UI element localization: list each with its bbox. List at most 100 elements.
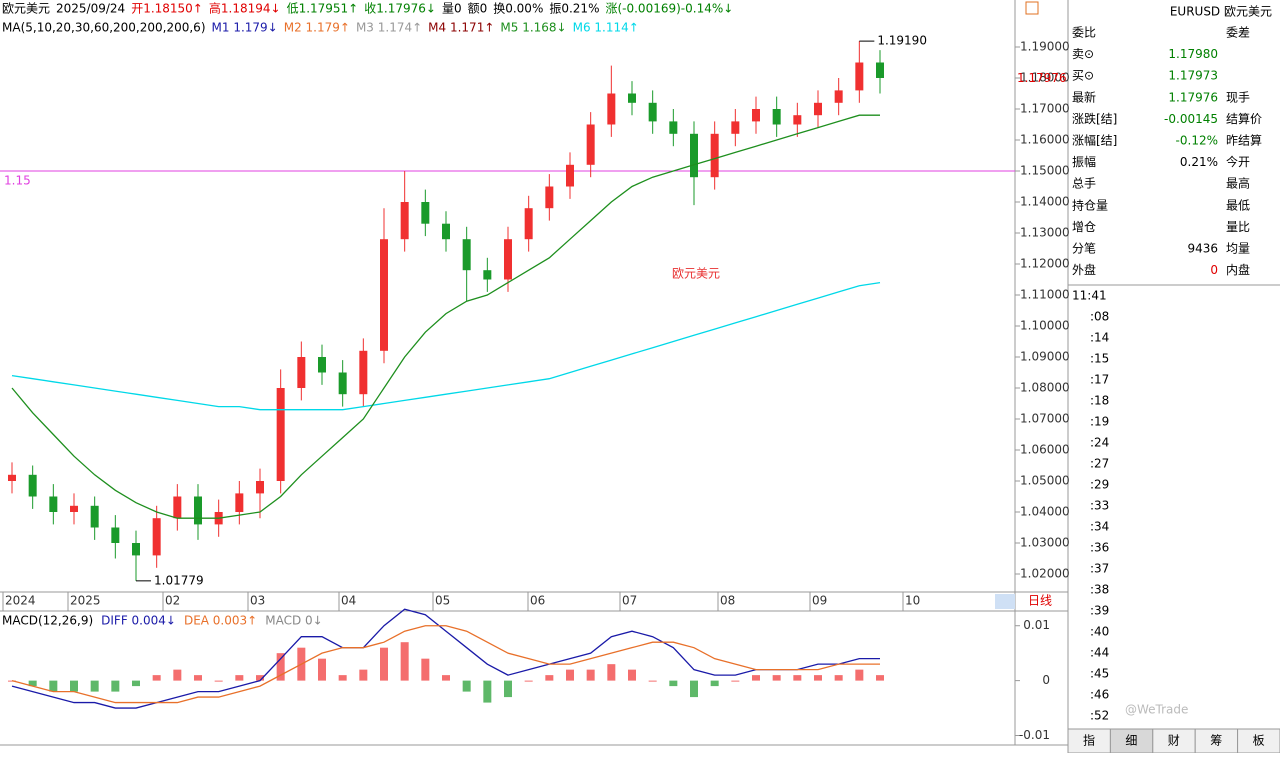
macd-bar	[173, 669, 182, 681]
month-label: 05	[435, 594, 450, 608]
tick-time: :14	[1090, 331, 1109, 345]
macd-bar	[586, 669, 595, 681]
macd-bar	[566, 669, 574, 681]
macd-tick-label: -0.01	[1019, 728, 1050, 742]
tick-time: :38	[1090, 583, 1109, 597]
tab[interactable]	[1194, 728, 1239, 754]
macd-bar	[752, 675, 760, 681]
macd-bar	[235, 675, 244, 681]
macd-bar	[545, 675, 554, 681]
row-label-2: 结算价	[1226, 111, 1262, 126]
row-label-2: 均量	[1226, 242, 1250, 256]
month-label: 2024	[5, 594, 36, 608]
y-tick-label: 1.03000	[1020, 536, 1070, 550]
candle-body	[607, 93, 616, 125]
candle-body	[111, 527, 120, 543]
header-field: M6 1.114↑	[573, 21, 639, 35]
macd-bar	[152, 675, 161, 681]
candle-body	[483, 270, 492, 280]
tick-time: 11:41	[1072, 289, 1107, 303]
tick-time: :34	[1090, 520, 1109, 534]
candle-body	[752, 109, 760, 122]
macd-bar	[28, 680, 37, 687]
row-label: 买⊙	[1072, 69, 1094, 83]
macd-bar	[628, 669, 636, 681]
row-label: 外盘	[1072, 262, 1096, 277]
header-field: M5 1.168↓	[500, 21, 566, 35]
macd-bar	[359, 669, 368, 681]
macd-bar	[111, 680, 120, 692]
header-field: M3 1.174↑	[356, 21, 422, 35]
y-tick-label: 1.16000	[1020, 133, 1070, 147]
last-price-label: 1.17976	[1017, 71, 1067, 85]
month-label: 06	[530, 594, 545, 608]
candle-body	[359, 350, 368, 395]
candle-body	[152, 518, 161, 556]
y-tick-label: 1.12000	[1020, 257, 1070, 271]
tab-label[interactable]: 筹	[1210, 734, 1222, 748]
tick-time: :17	[1090, 373, 1109, 387]
candle-body	[772, 109, 781, 125]
tick-time: :24	[1090, 436, 1109, 450]
tab[interactable]	[1237, 728, 1280, 754]
candle-body	[814, 102, 822, 116]
row-label: 持仓量	[1072, 197, 1108, 212]
month-label: 2025	[70, 594, 101, 608]
y-tick-label: 1.05000	[1020, 474, 1070, 488]
macd-bar	[710, 680, 719, 687]
candle-body	[793, 115, 802, 125]
row-label: 委比	[1072, 26, 1096, 40]
watermark: @WeTrade	[1125, 703, 1188, 717]
candle-body	[524, 208, 533, 240]
header-field: 涨(-0.00169)-0.14%↓	[605, 1, 733, 16]
y-tick-label: 1.13000	[1020, 226, 1070, 240]
macd-legend: DEA 0.003↑	[184, 614, 257, 628]
y-tick-label: 1.17000	[1020, 102, 1070, 116]
row-label-2: 最高	[1226, 176, 1250, 191]
row-value: -0.00145	[1164, 112, 1218, 126]
macd-bar	[318, 658, 326, 681]
row-value: 1.17973	[1168, 69, 1218, 83]
row-label-2: 内盘	[1226, 262, 1250, 277]
candle-body	[380, 239, 388, 351]
header-field: 低1.17951↑	[287, 2, 359, 16]
tab-label[interactable]: 指	[1083, 733, 1095, 748]
row-label-2: 昨结算	[1226, 133, 1262, 148]
tick-time: :45	[1090, 667, 1109, 681]
candle-body	[90, 505, 99, 528]
candle-body	[70, 505, 78, 512]
candle-body	[876, 62, 884, 78]
tab-label[interactable]: 细	[1125, 734, 1137, 748]
macd-bar	[276, 653, 285, 681]
candle-body	[669, 121, 678, 134]
tick-time: :19	[1090, 415, 1109, 429]
tab-label[interactable]: 板	[1253, 734, 1265, 748]
row-label: 最新	[1072, 89, 1096, 104]
macd-bar	[648, 680, 657, 682]
tick-time: :37	[1090, 562, 1109, 576]
candle-body	[442, 223, 450, 240]
row-label: 增仓	[1072, 220, 1096, 234]
panel-title: EURUSD 欧元美元	[1170, 5, 1272, 19]
candle-body	[194, 496, 202, 525]
month-label: 10	[905, 594, 920, 608]
tab[interactable]	[1067, 728, 1111, 754]
row-label-2: 现手	[1226, 90, 1250, 104]
header-field: M2 1.179↑	[284, 21, 350, 35]
scroll-button[interactable]	[995, 594, 1015, 609]
period-label[interactable]: 日线	[1028, 594, 1052, 608]
macd-bar	[214, 680, 223, 682]
candle-body	[628, 93, 636, 103]
high-label: 1.19190	[877, 34, 927, 48]
row-value: 0	[1210, 263, 1218, 277]
tick-time: :08	[1090, 310, 1109, 324]
header-field: 2025/09/24	[56, 2, 125, 16]
window-button[interactable]	[1025, 1, 1039, 15]
macd-bar	[793, 675, 802, 681]
macd-bar	[855, 669, 864, 681]
macd-bar	[132, 680, 140, 687]
candle-body	[504, 239, 512, 280]
row-label-2: 量比	[1226, 220, 1250, 234]
candle-body	[132, 543, 140, 556]
tab-label[interactable]: 财	[1168, 734, 1180, 748]
